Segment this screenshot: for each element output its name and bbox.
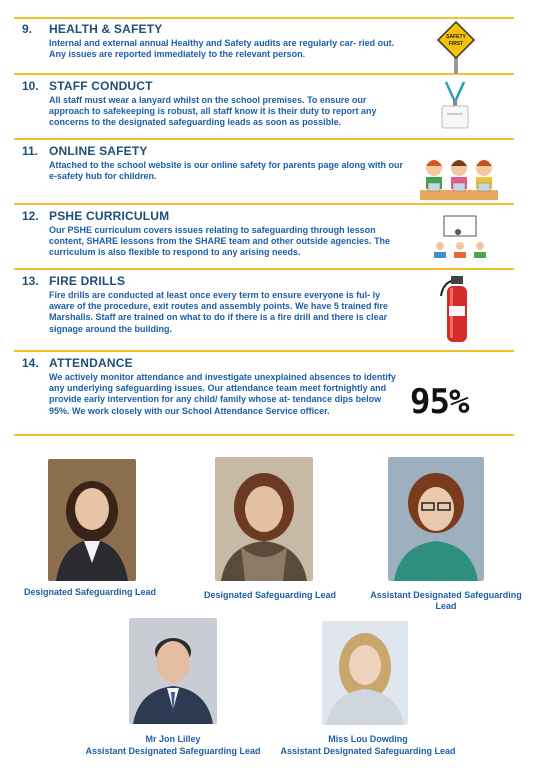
staff-caption: Designated Safeguarding Lead [23, 587, 157, 597]
section-divider [14, 350, 514, 352]
portrait-photo [129, 618, 217, 724]
section-number: 12. [22, 209, 39, 223]
section-divider [14, 268, 514, 270]
safety-first-sign-icon: SAFETY FIRST [436, 20, 476, 74]
section-number: 10. [22, 79, 39, 93]
section-number: 11. [22, 144, 39, 158]
section-body: Fire drills are conducted at least once … [49, 290, 388, 334]
section-staff-conduct: 10. STAFF CONDUCT All staff must wear a … [14, 79, 514, 137]
section-heading: STAFF CONDUCT [49, 79, 153, 93]
section-heading: HEALTH & SAFETY [49, 22, 163, 36]
staff-caption: Assistant Designated Safeguarding Lead [85, 746, 261, 756]
section-number: 14. [22, 356, 39, 370]
percent-graphic: 95% [410, 382, 469, 422]
section-divider [14, 73, 514, 75]
section-heading: ONLINE SAFETY [49, 144, 148, 158]
portrait-photo [215, 457, 313, 581]
staff-caption: Assistant Designated Safeguarding Lead [280, 746, 456, 756]
svg-text:SAFETY: SAFETY [446, 34, 466, 40]
staff-name: Miss Lou Dowding [328, 734, 408, 744]
children-laptops-icon [420, 150, 498, 200]
fire-extinguisher-icon [437, 272, 475, 344]
section-divider [14, 17, 514, 19]
section-body: Our PSHE curriculum covers issues relati… [49, 225, 391, 258]
section-heading: FIRE DRILLS [49, 274, 126, 288]
section-body: All staff must wear a lanyard whilst on … [49, 95, 377, 128]
section-fire-drills: 13. FIRE DRILLS Fire drills are conducte… [14, 274, 514, 344]
staff-name: Mr Jon Lilley [145, 734, 201, 744]
staff-caption: Designated Safeguarding Lead [203, 590, 337, 600]
section-health-safety: 9. HEALTH & SAFETY Internal and external… [14, 22, 514, 72]
section-body: Internal and external annual Healthy and… [49, 38, 395, 60]
lanyard-icon [438, 80, 472, 132]
section-heading: ATTENDANCE [49, 356, 133, 370]
portrait-photo [322, 621, 408, 725]
section-heading: PSHE CURRICULUM [49, 209, 170, 223]
section-body: Attached to the school website is our on… [49, 160, 404, 182]
section-divider [14, 138, 514, 140]
svg-text:FIRST: FIRST [449, 41, 463, 47]
section-online-safety: 11. ONLINE SAFETY Attached to the school… [14, 144, 514, 202]
staff-caption: Assistant Designated Safeguarding Lead [370, 590, 522, 611]
section-divider [14, 434, 514, 436]
section-divider [14, 203, 514, 205]
section-pshe-curriculum: 12. PSHE CURRICULUM Our PSHE curriculum … [14, 209, 514, 267]
portrait-photo [48, 459, 136, 581]
section-number: 9. [22, 22, 33, 36]
portrait-photo [388, 457, 484, 581]
section-body: We actively monitor attendance and inves… [49, 372, 396, 416]
section-attendance: 14. ATTENDANCE We actively monitor atten… [14, 356, 514, 434]
section-number: 13. [22, 274, 39, 288]
classroom-icon [430, 212, 490, 262]
